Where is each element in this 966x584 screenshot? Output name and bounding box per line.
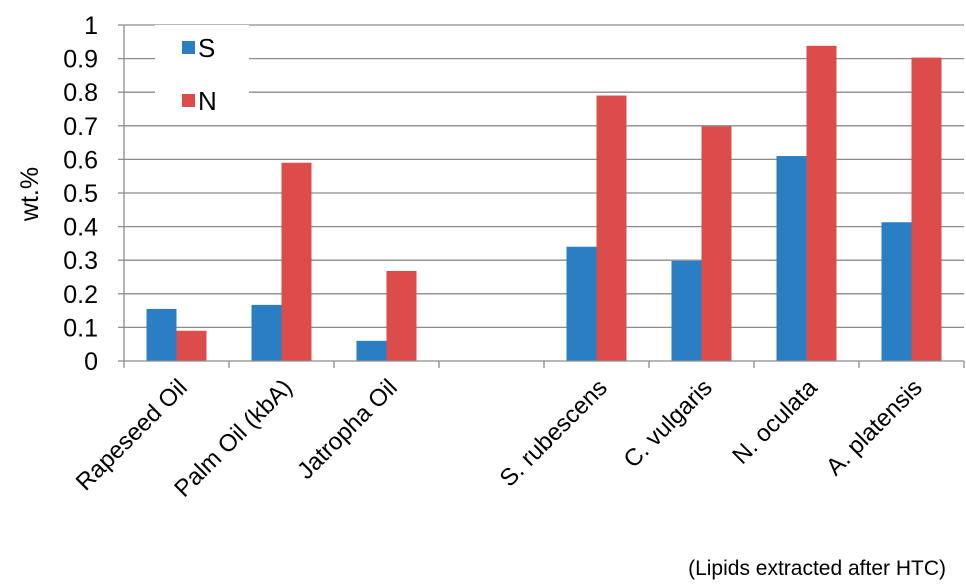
x-category-label: N. oculata: [727, 374, 823, 470]
bars: [146, 45, 942, 361]
y-tick-label: 1: [84, 12, 98, 40]
bar-n-2: [386, 270, 417, 361]
legend: SN: [155, 25, 249, 117]
y-tick-label: 0.5: [63, 180, 98, 208]
bar-s-1: [251, 304, 282, 361]
y-tick-labels: 0 0.1 0.2 0.3 0.4 0.5 0.6 0.7 0.8 0.9 1: [63, 12, 124, 376]
legend-swatch-s: [182, 41, 195, 54]
x-category-label: S. rubescens: [495, 374, 613, 492]
bar-s-2: [356, 340, 387, 361]
y-tick-label: 0.8: [63, 79, 98, 107]
bar-n-0: [176, 330, 207, 361]
y-tick-label: 0.2: [63, 281, 98, 309]
legend-swatch-n: [182, 94, 195, 107]
y-tick-label: 0.9: [63, 46, 98, 74]
y-tick-label: 0.6: [63, 146, 98, 174]
bar-n-7: [911, 57, 942, 361]
annotation-note: (Lipids extracted after HTC): [688, 557, 946, 580]
bar-n-6: [806, 45, 837, 361]
y-tick-label: 0.7: [63, 113, 98, 141]
bar-s-0: [146, 308, 177, 361]
bar-s-5: [671, 260, 702, 361]
y-tick-label: 0: [84, 348, 98, 376]
bar-n-4: [596, 95, 627, 361]
bar-s-7: [881, 222, 912, 361]
y-tick-label: 0.4: [63, 214, 98, 242]
bar-s-4: [566, 246, 597, 361]
bar-n-5: [701, 126, 732, 361]
y-axis-title: wt.%: [16, 167, 44, 222]
x-category-label: Jatropha Oil: [292, 374, 403, 485]
bar-n-1: [281, 162, 312, 361]
x-category-label: C. vulgaris: [618, 374, 717, 473]
legend-box: [155, 25, 249, 117]
x-category-label: A. platensis: [821, 374, 928, 481]
legend-label-n: N: [198, 86, 217, 116]
y-tick-label: 0.1: [63, 314, 98, 342]
gridlines: [124, 24, 964, 329]
legend-label-s: S: [198, 33, 215, 63]
axes: [123, 25, 965, 368]
y-tick-label: 0.3: [63, 247, 98, 275]
bar-s-6: [776, 156, 807, 361]
